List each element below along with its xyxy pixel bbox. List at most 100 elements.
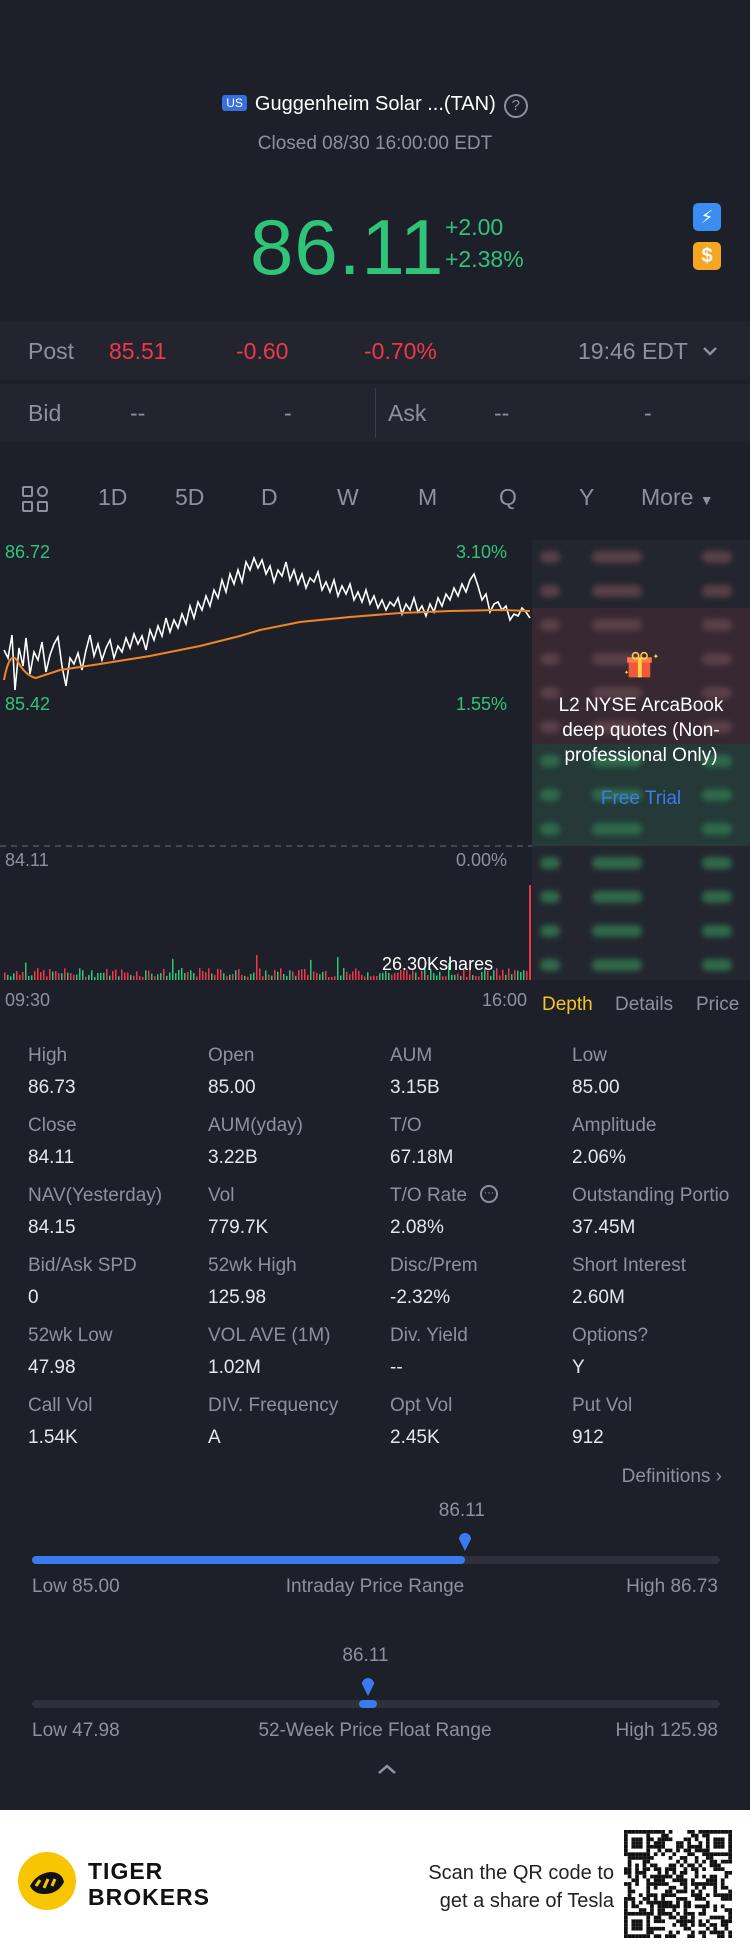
stat-label: T/O Rate bbox=[390, 1185, 468, 1206]
volume-bar bbox=[208, 968, 210, 980]
volume-bar bbox=[175, 973, 177, 980]
definitions-label: Definitions bbox=[621, 1466, 711, 1487]
tab-w[interactable]: W bbox=[337, 484, 359, 510]
stat-label: VOL AVE (1M) bbox=[208, 1325, 331, 1346]
volume-bar bbox=[517, 970, 519, 980]
volume-bar bbox=[277, 971, 279, 980]
lightning-icon[interactable]: ⚡ bbox=[693, 203, 721, 231]
volume-bar bbox=[139, 976, 141, 980]
volume-bar bbox=[199, 968, 201, 980]
depth-row bbox=[532, 812, 750, 846]
grid-layout-icon[interactable] bbox=[22, 486, 49, 513]
stat-label: AUM bbox=[390, 1045, 433, 1066]
qr-code-icon[interactable] bbox=[624, 1830, 732, 1938]
volume-bar bbox=[40, 972, 42, 980]
volume-bar bbox=[253, 972, 255, 980]
stat-value: 85.00 bbox=[208, 1077, 256, 1098]
dollar-icon[interactable]: $ bbox=[693, 242, 721, 270]
free-trial-link[interactable]: Free Trial bbox=[600, 788, 682, 809]
volume-bar bbox=[304, 969, 306, 980]
volume-bar bbox=[361, 974, 363, 980]
stat-label: Vol bbox=[208, 1185, 235, 1206]
volume-bar bbox=[97, 973, 99, 980]
more-label: More bbox=[641, 484, 694, 510]
post-label: Post bbox=[28, 338, 75, 364]
stat-label: 52wk Low bbox=[28, 1325, 113, 1346]
volume-bar bbox=[418, 976, 420, 980]
volume-bar bbox=[511, 974, 513, 980]
volume-bar bbox=[442, 976, 444, 980]
depth-panel[interactable]: ✦ ✦ L2 NYSE ArcaBook deep quotes (Non-pr… bbox=[532, 540, 750, 980]
tab-y[interactable]: Y bbox=[579, 484, 595, 510]
week52-track bbox=[32, 1700, 720, 1708]
volume-bar bbox=[10, 976, 12, 980]
volume-bar bbox=[391, 974, 393, 980]
volume-bar bbox=[358, 970, 360, 980]
post-time: 19:46 EDT bbox=[578, 338, 688, 364]
tab-5d[interactable]: 5D bbox=[175, 484, 205, 510]
volume-bar bbox=[382, 972, 384, 980]
volume-bar bbox=[355, 968, 357, 980]
volume-bar bbox=[25, 962, 27, 980]
volume-bar bbox=[163, 968, 165, 980]
stat-value: 84.15 bbox=[28, 1217, 76, 1238]
volume-bar bbox=[235, 970, 237, 980]
chevron-down-icon[interactable] bbox=[702, 346, 718, 358]
average-line bbox=[3, 608, 531, 681]
volume-bar bbox=[61, 973, 63, 980]
volume-bar bbox=[91, 970, 93, 980]
week52-marker-block bbox=[359, 1700, 378, 1708]
pct-label-top: 3.10% bbox=[456, 542, 508, 562]
post-price: 85.51 bbox=[109, 338, 167, 364]
volume-bar bbox=[166, 975, 168, 980]
tab-more[interactable]: More ▼ bbox=[641, 484, 714, 511]
bid-price: -- bbox=[130, 400, 146, 426]
volume-bar bbox=[307, 974, 309, 980]
volume-bar bbox=[211, 973, 213, 980]
tab-d[interactable]: D bbox=[261, 484, 278, 510]
intraday-title: Intraday Price Range bbox=[285, 1576, 465, 1597]
help-icon[interactable]: ? bbox=[503, 94, 528, 118]
subtab-details[interactable]: Details bbox=[615, 994, 674, 1015]
pct-label-bottom: 0.00% bbox=[456, 850, 508, 870]
stat-label: Open bbox=[208, 1045, 255, 1066]
volume-bar bbox=[406, 970, 408, 980]
volume-bar bbox=[55, 971, 57, 980]
volume-bar bbox=[367, 972, 369, 980]
subtab-depth[interactable]: Depth bbox=[542, 994, 593, 1015]
volume-bar bbox=[436, 975, 438, 980]
volume-bar bbox=[43, 970, 45, 980]
volume-bar bbox=[244, 975, 246, 980]
volume-bar bbox=[421, 970, 423, 980]
volume-bar bbox=[445, 976, 447, 980]
definitions-link[interactable]: Definitions › bbox=[622, 1466, 722, 1488]
volume-bar bbox=[352, 971, 354, 980]
volume-bar bbox=[346, 971, 348, 980]
volume-bar bbox=[505, 974, 507, 980]
promo-text: L2 NYSE ArcaBook deep quotes (Non-profes… bbox=[558, 695, 724, 766]
ask-label: Ask bbox=[388, 400, 427, 426]
time-start: 09:30 bbox=[5, 990, 51, 1010]
volume-bar bbox=[349, 974, 351, 980]
volume-bar bbox=[148, 970, 150, 980]
ask-size: - bbox=[644, 400, 652, 426]
intraday-chart[interactable]: 86.72 85.42 84.11 3.10% 1.55% 0.00% 26.3… bbox=[0, 540, 532, 980]
volume-bar bbox=[112, 971, 114, 980]
volume-bar bbox=[322, 971, 324, 980]
volume-bar bbox=[412, 970, 414, 980]
tab-1d[interactable]: 1D bbox=[98, 484, 128, 510]
subtab-price[interactable]: Price bbox=[696, 994, 740, 1015]
info-icon[interactable]: ⋯ bbox=[480, 1185, 498, 1203]
post-market-row[interactable]: Post 85.51 -0.60 -0.70% 19:46 EDT bbox=[0, 322, 750, 380]
volume-bar bbox=[157, 974, 159, 980]
tab-q[interactable]: Q bbox=[499, 484, 517, 510]
change-absolute: +2.00 bbox=[445, 214, 504, 240]
depth-row bbox=[532, 744, 750, 778]
chevron-up-icon[interactable] bbox=[377, 1763, 397, 1775]
depth-row bbox=[532, 710, 750, 744]
volume-bar bbox=[289, 970, 291, 980]
volume-bar bbox=[127, 972, 129, 980]
stat-label: Outstanding Portio bbox=[572, 1185, 730, 1206]
volume-bar bbox=[337, 956, 339, 980]
tab-m[interactable]: M bbox=[418, 484, 438, 510]
